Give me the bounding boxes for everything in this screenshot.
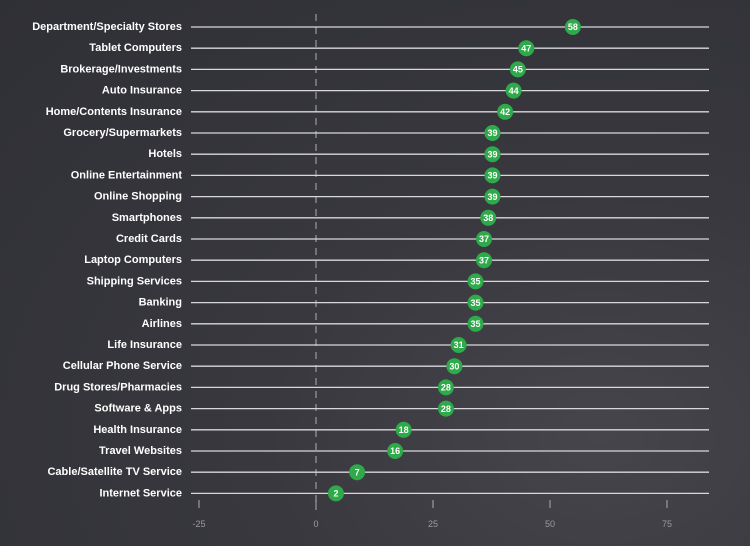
data-point <box>480 209 497 226</box>
data-label: 37 <box>479 255 489 265</box>
data-label: 39 <box>487 171 497 181</box>
data-label: 42 <box>500 107 510 117</box>
data-point <box>437 400 454 417</box>
data-point <box>349 464 366 481</box>
data-point <box>564 19 581 35</box>
category-label: Online Entertainment <box>71 169 183 181</box>
data-label: 28 <box>441 404 451 414</box>
x-tick-label: 75 <box>662 519 672 529</box>
data-point <box>395 421 412 438</box>
category-label: Life Insurance <box>107 339 182 351</box>
data-point <box>497 103 514 120</box>
data-point <box>327 485 344 502</box>
data-label: 7 <box>355 467 360 477</box>
data-point <box>484 167 501 184</box>
category-label: Brokerage/Investments <box>60 63 182 75</box>
data-label: 18 <box>399 425 409 435</box>
category-label: Department/Specialty Stores <box>32 21 182 33</box>
data-point <box>518 40 535 57</box>
category-label: Tablet Computers <box>89 42 182 54</box>
data-point <box>484 125 501 141</box>
data-label: 35 <box>471 298 481 308</box>
data-label: 28 <box>441 383 451 393</box>
x-tick-label: 0 <box>313 519 318 529</box>
data-label: 37 <box>479 234 489 244</box>
category-label: Cable/Satellite TV Service <box>47 466 182 478</box>
category-label: Smartphones <box>112 212 182 224</box>
data-label: 38 <box>483 213 493 223</box>
data-point <box>467 294 484 311</box>
data-point <box>484 188 501 205</box>
data-label: 39 <box>487 149 497 159</box>
data-label: 47 <box>521 43 531 53</box>
data-label: 30 <box>449 361 459 371</box>
data-point <box>467 273 484 290</box>
data-point <box>505 82 522 99</box>
data-label: 39 <box>487 192 497 202</box>
data-label: 31 <box>454 340 464 350</box>
x-tick-label: -25 <box>192 519 205 529</box>
data-point <box>484 146 501 163</box>
category-label: Auto Insurance <box>102 85 182 97</box>
data-label: 35 <box>471 277 481 287</box>
category-label: Shipping Services <box>87 275 182 287</box>
category-label: Cellular Phone Service <box>63 360 182 372</box>
category-label: Online Shopping <box>94 191 182 203</box>
category-label: Health Insurance <box>93 424 182 436</box>
data-label: 44 <box>509 86 519 96</box>
data-point <box>450 337 467 353</box>
category-label: Travel Websites <box>99 445 182 457</box>
data-label: 45 <box>513 65 523 75</box>
data-label: 16 <box>390 446 400 456</box>
data-point <box>387 443 404 459</box>
category-label: Airlines <box>142 318 182 330</box>
category-label: Laptop Computers <box>84 254 182 266</box>
x-tick-label: 25 <box>428 519 438 529</box>
category-label: Drug Stores/Pharmacies <box>54 381 182 393</box>
data-label: 39 <box>487 128 497 138</box>
data-label: 35 <box>471 319 481 329</box>
data-point <box>476 231 493 247</box>
category-label: Grocery/Supermarkets <box>63 127 182 139</box>
data-point <box>446 358 463 375</box>
category-label: Internet Service <box>99 487 182 499</box>
data-point <box>467 315 484 332</box>
category-label: Home/Contents Insurance <box>46 106 182 118</box>
data-point <box>509 61 526 78</box>
data-label: 2 <box>333 489 338 499</box>
data-point <box>476 252 493 269</box>
data-label: 58 <box>568 22 578 32</box>
x-tick-label: 50 <box>545 519 555 529</box>
category-label: Credit Cards <box>116 233 182 245</box>
category-label: Hotels <box>148 148 182 160</box>
data-point <box>437 379 454 396</box>
category-label: Banking <box>139 297 182 309</box>
category-label: Software & Apps <box>94 403 182 415</box>
